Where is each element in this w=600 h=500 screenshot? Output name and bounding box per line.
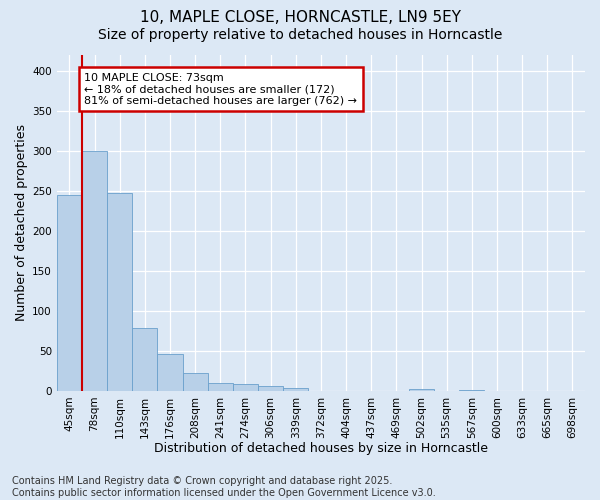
Text: 10, MAPLE CLOSE, HORNCASTLE, LN9 5EY: 10, MAPLE CLOSE, HORNCASTLE, LN9 5EY (139, 10, 461, 25)
X-axis label: Distribution of detached houses by size in Horncastle: Distribution of detached houses by size … (154, 442, 488, 455)
Bar (107, 192, 132, 391)
Bar (82, 151, 107, 391)
Bar (57, 195, 82, 391)
Text: 10 MAPLE CLOSE: 73sqm
← 18% of detached houses are smaller (172)
81% of semi-det: 10 MAPLE CLOSE: 73sqm ← 18% of detached … (85, 72, 358, 106)
Bar (283, 388, 308, 391)
Bar (459, 390, 484, 391)
Bar (233, 384, 258, 391)
Bar (182, 374, 208, 391)
Bar (258, 386, 283, 391)
Text: Size of property relative to detached houses in Horncastle: Size of property relative to detached ho… (98, 28, 502, 42)
Bar (132, 328, 157, 391)
Bar (208, 383, 233, 391)
Bar (409, 389, 434, 391)
Bar (157, 354, 182, 391)
Text: Contains HM Land Registry data © Crown copyright and database right 2025.
Contai: Contains HM Land Registry data © Crown c… (12, 476, 436, 498)
Y-axis label: Number of detached properties: Number of detached properties (15, 124, 28, 322)
